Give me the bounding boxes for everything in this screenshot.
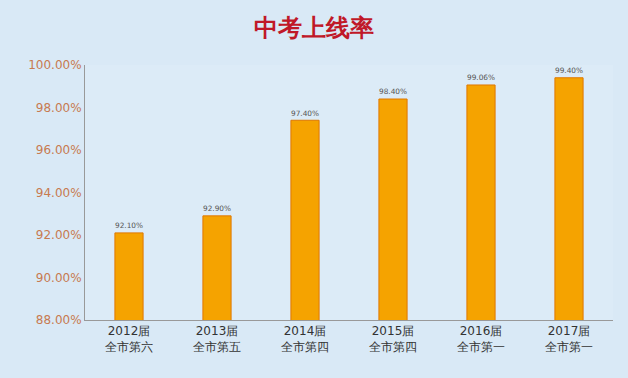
svg-text:2017届全市第一: 2017届全市第一 [545, 324, 593, 354]
svg-text:96.00%: 96.00% [36, 143, 82, 157]
svg-text:97.40%: 97.40% [291, 109, 319, 118]
svg-text:88.00%: 88.00% [36, 313, 82, 327]
svg-text:92.10%: 92.10% [115, 221, 143, 230]
svg-text:100.00%: 100.00% [28, 58, 81, 72]
svg-text:98.00%: 98.00% [36, 101, 82, 115]
svg-text:92.00%: 92.00% [36, 228, 82, 242]
svg-text:2015届全市第四: 2015届全市第四 [369, 324, 417, 354]
svg-text:99.40%: 99.40% [555, 66, 583, 75]
svg-text:2016届全市第一: 2016届全市第一 [457, 324, 505, 354]
svg-text:90.00%: 90.00% [36, 271, 82, 285]
svg-text:99.06%: 99.06% [467, 73, 495, 82]
svg-text:92.90%: 92.90% [203, 204, 231, 213]
svg-text:2012届全市第六: 2012届全市第六 [105, 324, 153, 354]
svg-text:94.00%: 94.00% [36, 186, 82, 200]
svg-text:98.40%: 98.40% [379, 87, 407, 96]
svg-text:中考上线率: 中考上线率 [254, 13, 374, 42]
svg-text:2014届全市第四: 2014届全市第四 [281, 324, 329, 354]
svg-text:2013届全市第五: 2013届全市第五 [193, 324, 241, 354]
